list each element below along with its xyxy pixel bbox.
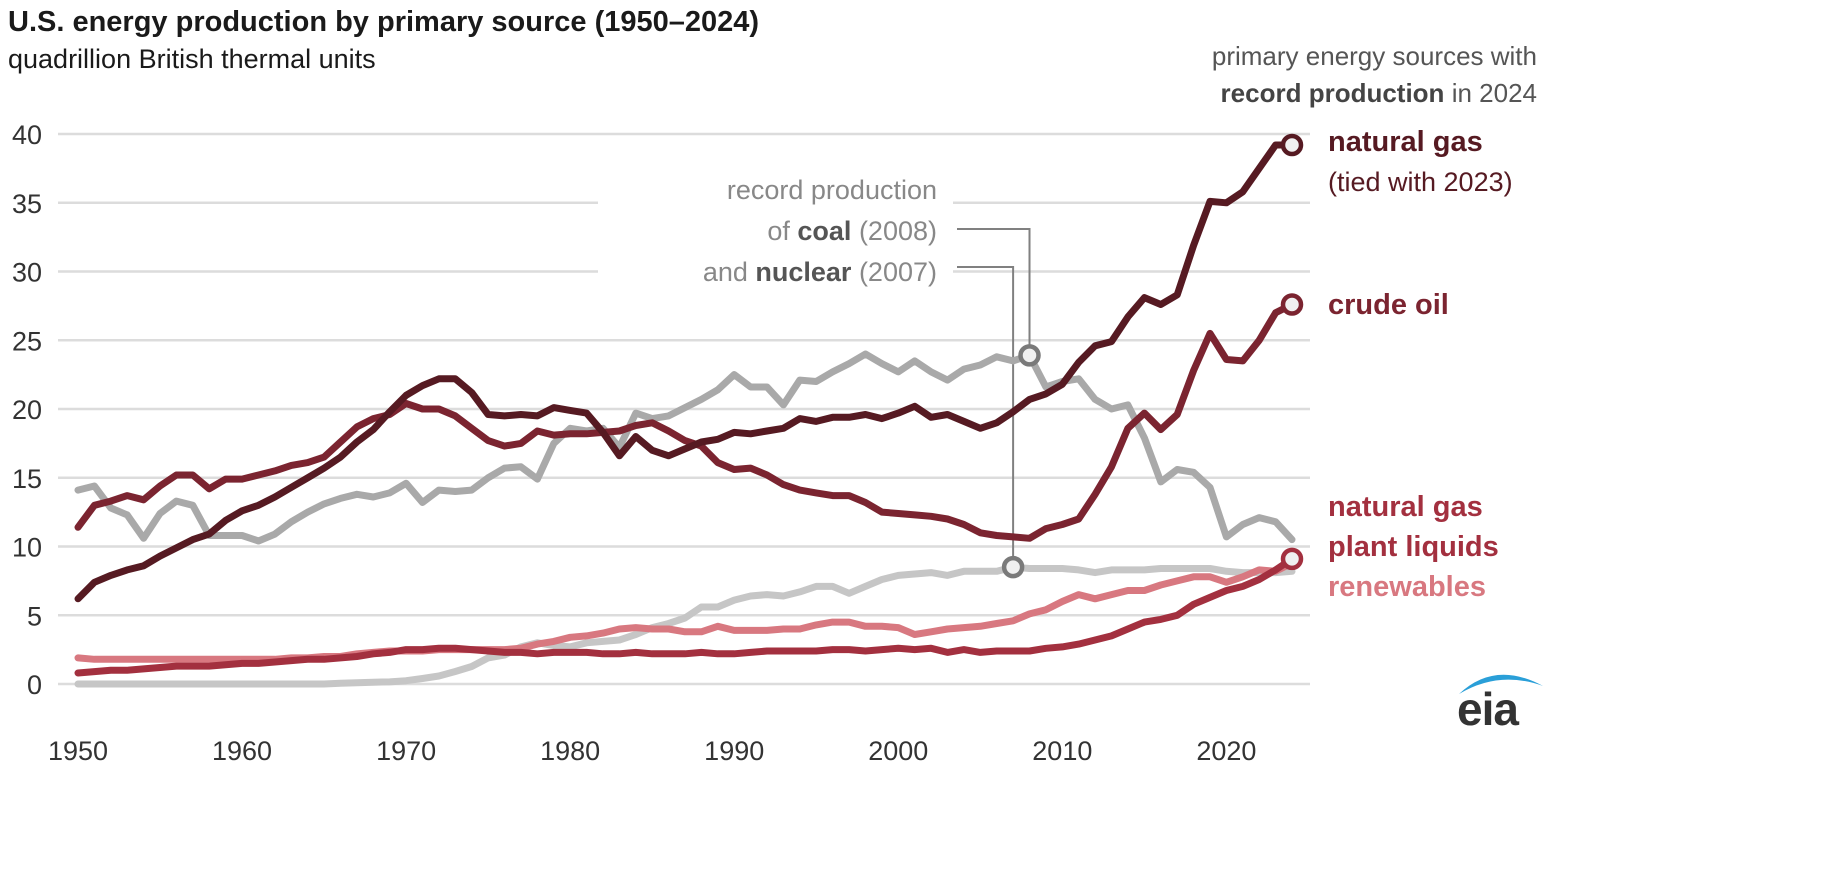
annotation-text: (2008) [851,216,937,246]
highlight-marker-nuclear [1001,555,1025,579]
y-tick-label: 15 [12,464,42,494]
x-tick-label: 2010 [1032,736,1092,766]
y-tick-label: 5 [27,601,42,631]
x-tick-label: 1980 [540,736,600,766]
annotation-background [598,175,953,295]
x-tick-label: 1970 [376,736,436,766]
highlight-marker-ngpl [1280,547,1304,571]
legend-note-line1: primary energy sources with [1211,41,1537,71]
series-line-crude-oil [74,301,1296,542]
annotation-line1: record production [726,175,937,205]
x-tick-label: 2020 [1196,736,1256,766]
highlight-markers [1001,133,1304,579]
series-line-nuclear [74,563,1296,688]
annotation-text: and [702,257,756,287]
eia-logo: eia [1455,660,1545,735]
x-tick-label: 1950 [48,736,108,766]
chart-subtitle: quadrillion British thermal units [8,44,376,74]
coal-leader-line [957,228,1031,356]
gridlines [58,132,1310,686]
series-line-natural-gas [74,141,1296,603]
y-tick-label: 40 [12,120,42,150]
label-ngpl-1: natural gas [1328,491,1483,523]
y-tick-label: 0 [27,670,42,700]
x-tick-label: 1960 [212,736,272,766]
label-natural-gas: natural gas [1328,126,1483,158]
y-tick-label: 30 [12,258,42,288]
series-lines [74,141,1296,688]
chart-title: U.S. energy production by primary source… [8,6,760,38]
x-axis-ticks: 1950 1960 1970 1980 1990 2000 2010 2020 [48,736,1256,766]
y-tick-label: 10 [12,533,42,563]
eia-logo-text: eia [1457,683,1519,735]
y-tick-label: 20 [12,395,42,425]
annotation-text: of [767,216,798,246]
label-natural-gas-note: (tied with 2023) [1328,167,1513,197]
highlight-marker-coal [1018,344,1041,367]
nuclear-leader-line [957,266,1015,568]
legend-note: primary energy sources with record produ… [1212,38,1537,112]
annotation-coal: coal [797,216,852,246]
series-line-renewables [74,559,1296,663]
annotation-leaders [957,228,1031,568]
x-tick-label: 1990 [704,736,764,766]
label-crude-oil: crude oil [1328,289,1449,321]
y-tick-label: 25 [12,326,42,356]
series-line-ngpl [74,555,1296,677]
legend-note-bold: record production [1220,78,1445,108]
y-tick-label: 35 [12,189,42,219]
label-ngpl-2: plant liquids [1328,531,1499,563]
record-annotation: record production of coal (2008) and nuc… [703,170,937,293]
x-tick-label: 2000 [868,736,928,766]
legend-note-tail: in 2024 [1451,78,1537,108]
highlight-marker-natural-gas [1280,133,1304,157]
y-axis-ticks: 0 5 10 15 20 25 30 35 40 [12,120,42,700]
eia-swoosh-icon [1459,674,1543,694]
label-renewables: renewables [1328,571,1486,603]
annotation-nuclear: nuclear [755,257,852,287]
highlight-marker-crude-oil [1280,293,1304,316]
series-line-coal [74,350,1296,545]
annotation-text: (2007) [851,257,937,287]
